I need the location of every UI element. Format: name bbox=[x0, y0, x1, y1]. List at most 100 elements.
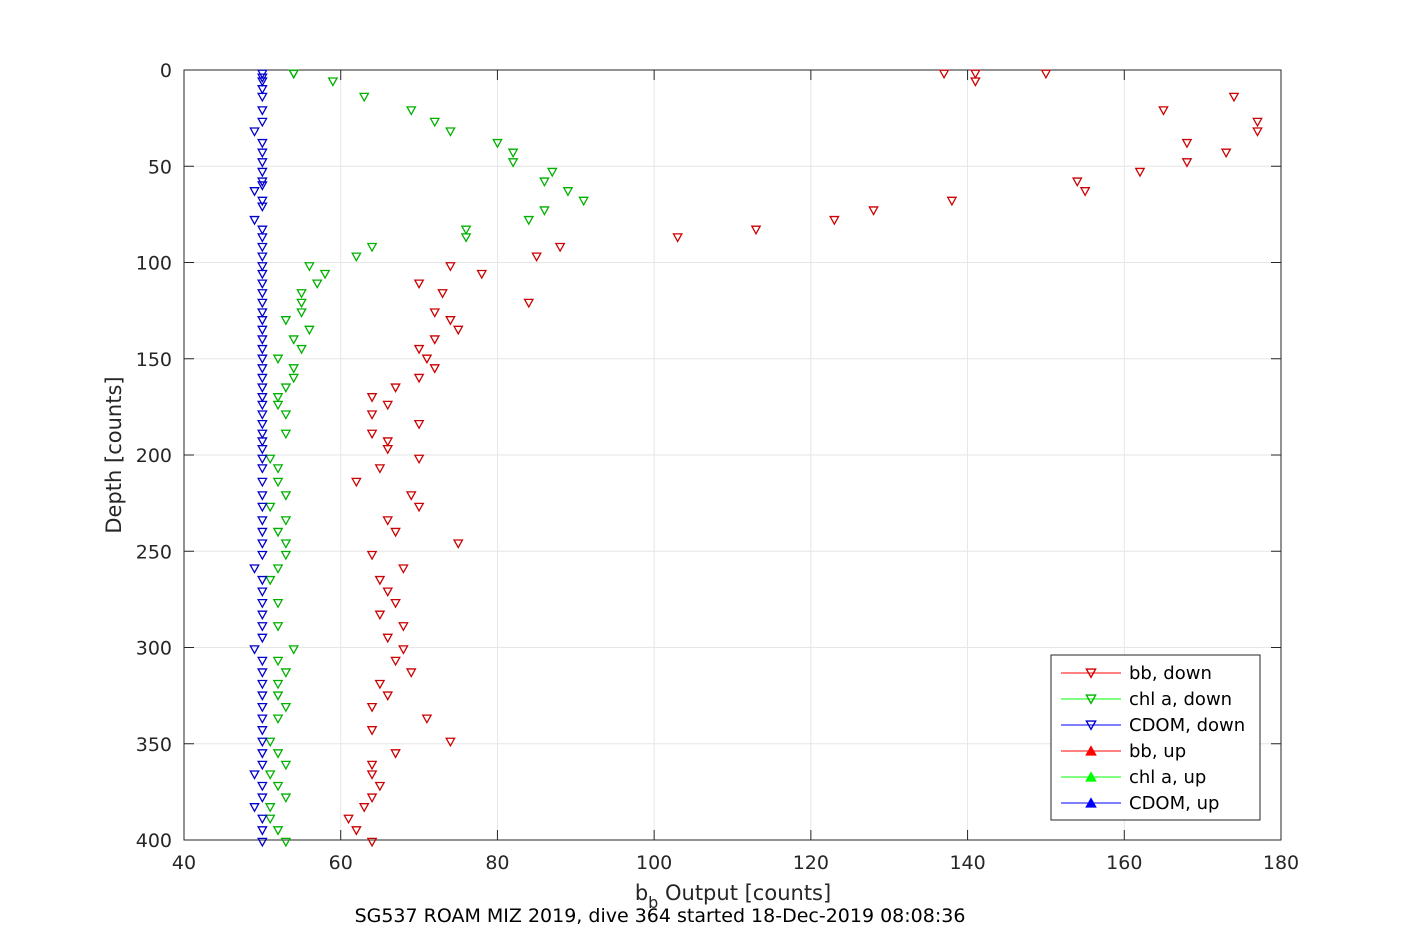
data-point bbox=[1228, 92, 1240, 103]
data-point bbox=[249, 645, 260, 655]
data-point bbox=[257, 344, 268, 355]
data-point bbox=[288, 373, 300, 384]
data-point bbox=[327, 77, 339, 87]
data-point bbox=[319, 269, 331, 280]
data-point bbox=[257, 668, 268, 678]
data-point bbox=[257, 373, 268, 384]
data-point bbox=[1071, 177, 1083, 187]
data-point bbox=[257, 77, 268, 87]
data-point bbox=[413, 419, 425, 430]
legend-label: CDOM, down bbox=[1129, 715, 1245, 736]
data-point bbox=[366, 793, 378, 803]
data-point bbox=[523, 298, 535, 309]
x-axis-label-rest: Output [counts] bbox=[658, 881, 831, 905]
data-point bbox=[382, 437, 394, 447]
data-point bbox=[539, 206, 550, 216]
data-point bbox=[264, 803, 276, 813]
data-point bbox=[257, 702, 268, 713]
data-point bbox=[366, 393, 378, 403]
data-point bbox=[351, 826, 362, 836]
data-point bbox=[257, 233, 268, 243]
data-point bbox=[257, 279, 268, 290]
data-point bbox=[272, 679, 284, 690]
data-point bbox=[272, 564, 284, 574]
legend-label: bb, up bbox=[1129, 741, 1186, 762]
data-point bbox=[1181, 138, 1193, 149]
data-points bbox=[249, 69, 1263, 848]
data-point bbox=[523, 215, 535, 226]
data-point bbox=[264, 814, 276, 825]
data-point bbox=[351, 252, 362, 263]
data-point bbox=[562, 187, 574, 197]
data-point bbox=[257, 289, 268, 299]
data-point bbox=[257, 158, 268, 168]
legend-label: CDOM, up bbox=[1129, 793, 1219, 814]
data-point bbox=[257, 714, 268, 725]
data-point bbox=[296, 298, 307, 309]
data-point bbox=[257, 181, 268, 191]
data-point bbox=[257, 454, 268, 465]
legend-marker bbox=[1085, 668, 1097, 679]
data-point bbox=[257, 587, 268, 598]
data-point bbox=[280, 668, 292, 678]
data-point bbox=[249, 215, 260, 226]
data-point bbox=[946, 196, 958, 207]
data-point bbox=[492, 138, 503, 149]
x-axis-label-subscript: b bbox=[648, 893, 658, 912]
data-point bbox=[249, 564, 260, 574]
data-point bbox=[257, 308, 268, 318]
y-tick-label: 250 bbox=[136, 541, 172, 563]
data-point bbox=[382, 400, 394, 411]
data-point bbox=[1220, 148, 1232, 159]
data-point bbox=[272, 691, 284, 701]
data-point bbox=[257, 335, 268, 345]
data-point bbox=[257, 837, 268, 848]
x-tick-label: 40 bbox=[172, 852, 196, 874]
data-point bbox=[366, 242, 378, 253]
data-point bbox=[272, 354, 284, 365]
data-point bbox=[507, 148, 519, 159]
data-point bbox=[304, 262, 315, 272]
data-point bbox=[405, 106, 417, 116]
data-point bbox=[257, 610, 268, 621]
data-point bbox=[476, 269, 488, 280]
data-point bbox=[398, 622, 409, 632]
data-point bbox=[1252, 127, 1263, 137]
data-point bbox=[249, 127, 260, 137]
data-point bbox=[390, 749, 401, 759]
data-point bbox=[460, 225, 472, 236]
data-point bbox=[672, 233, 683, 243]
data-point bbox=[343, 814, 354, 825]
data-point bbox=[868, 206, 879, 216]
data-point bbox=[366, 702, 378, 713]
data-point bbox=[413, 454, 425, 465]
y-tick-label: 400 bbox=[136, 830, 172, 852]
data-point bbox=[272, 781, 284, 792]
data-point bbox=[390, 599, 401, 609]
data-point bbox=[257, 445, 268, 455]
data-point bbox=[429, 308, 441, 318]
legend-box bbox=[1050, 654, 1261, 821]
data-point bbox=[366, 837, 378, 848]
data-point bbox=[257, 196, 268, 207]
y-tick-label: 100 bbox=[136, 253, 172, 275]
x-axis-label-main: b bbox=[635, 881, 648, 905]
x-tick-label: 100 bbox=[636, 852, 672, 874]
legend-label: bb, down bbox=[1129, 663, 1212, 684]
legend-marker bbox=[1085, 720, 1097, 731]
data-point bbox=[382, 633, 394, 644]
y-tick-label: 200 bbox=[136, 445, 172, 467]
data-point bbox=[970, 77, 981, 87]
data-point bbox=[257, 599, 268, 609]
data-point bbox=[398, 645, 409, 655]
data-point bbox=[257, 781, 268, 792]
data-point bbox=[257, 242, 268, 253]
data-point bbox=[413, 373, 425, 384]
x-tick-label: 60 bbox=[329, 852, 353, 874]
y-tick-label: 0 bbox=[160, 60, 172, 82]
data-point bbox=[249, 803, 260, 813]
data-point bbox=[257, 252, 268, 263]
data-point bbox=[280, 550, 292, 561]
data-point bbox=[288, 364, 300, 374]
